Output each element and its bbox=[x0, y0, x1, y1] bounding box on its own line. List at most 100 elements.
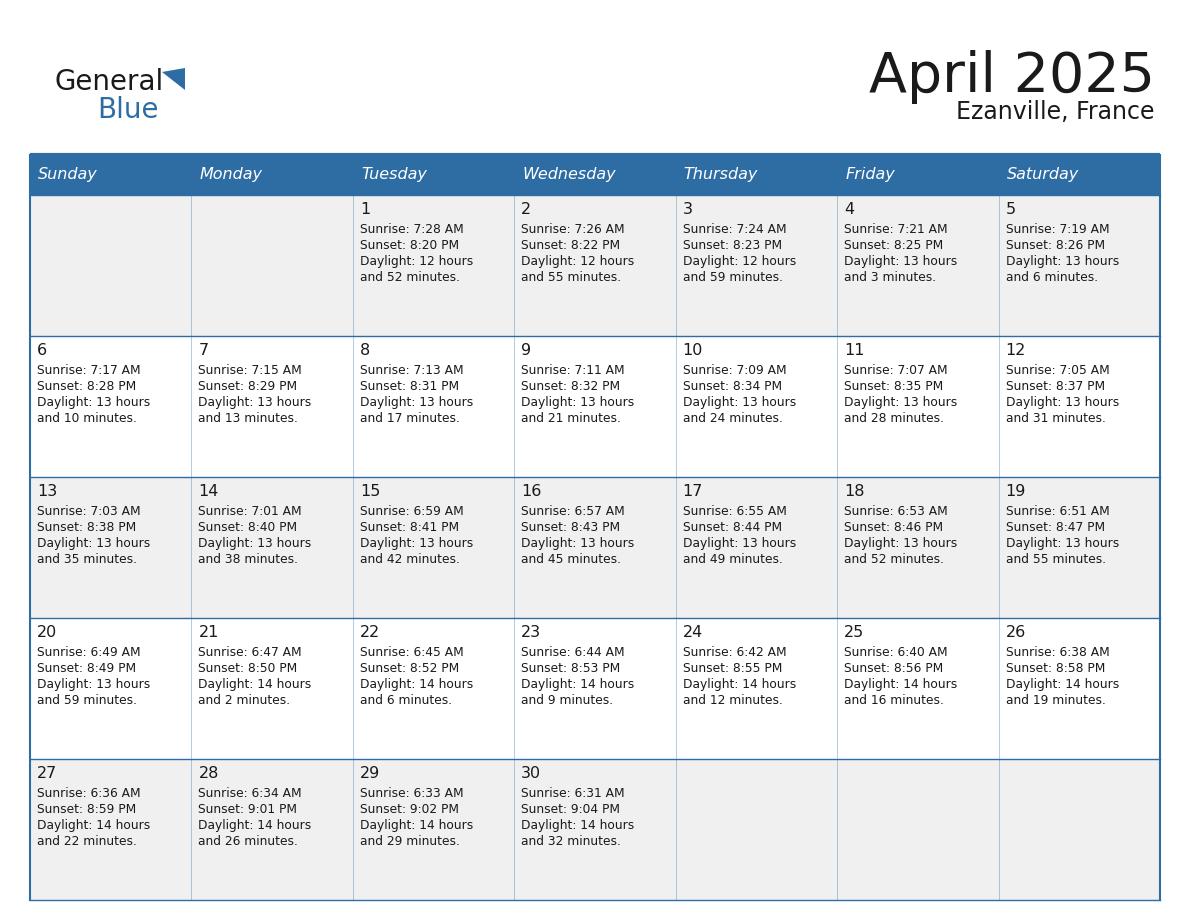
Text: Daylight: 13 hours: Daylight: 13 hours bbox=[360, 396, 473, 409]
Text: Sunset: 8:47 PM: Sunset: 8:47 PM bbox=[1005, 521, 1105, 534]
Bar bbox=[838, 195, 999, 336]
Bar bbox=[191, 759, 353, 900]
Text: Daylight: 13 hours: Daylight: 13 hours bbox=[360, 537, 473, 550]
Text: Sunrise: 6:42 AM: Sunrise: 6:42 AM bbox=[683, 646, 786, 659]
Text: and 6 minutes.: and 6 minutes. bbox=[360, 694, 451, 707]
Text: Sunrise: 7:07 AM: Sunrise: 7:07 AM bbox=[845, 364, 948, 377]
Text: Daylight: 13 hours: Daylight: 13 hours bbox=[37, 396, 150, 409]
Text: Sunrise: 7:19 AM: Sunrise: 7:19 AM bbox=[1005, 223, 1110, 236]
Text: Sunrise: 6:51 AM: Sunrise: 6:51 AM bbox=[1005, 505, 1110, 518]
Bar bbox=[676, 195, 838, 336]
Bar bbox=[514, 195, 676, 336]
Text: Daylight: 13 hours: Daylight: 13 hours bbox=[1005, 396, 1119, 409]
Text: Sunday: Sunday bbox=[38, 167, 97, 183]
Bar bbox=[30, 618, 191, 759]
Bar bbox=[999, 759, 1159, 900]
Text: 13: 13 bbox=[37, 484, 57, 499]
Text: and 59 minutes.: and 59 minutes. bbox=[37, 694, 137, 707]
Text: Sunset: 8:59 PM: Sunset: 8:59 PM bbox=[37, 803, 137, 816]
Text: Sunrise: 6:36 AM: Sunrise: 6:36 AM bbox=[37, 787, 140, 800]
Bar bbox=[514, 618, 676, 759]
Text: Sunset: 8:22 PM: Sunset: 8:22 PM bbox=[522, 239, 620, 252]
Text: Sunset: 9:01 PM: Sunset: 9:01 PM bbox=[198, 803, 297, 816]
Text: Sunset: 8:53 PM: Sunset: 8:53 PM bbox=[522, 662, 620, 675]
Text: Sunset: 8:31 PM: Sunset: 8:31 PM bbox=[360, 380, 459, 393]
Text: and 59 minutes.: and 59 minutes. bbox=[683, 271, 783, 284]
Text: Daylight: 13 hours: Daylight: 13 hours bbox=[845, 255, 958, 268]
Bar bbox=[353, 477, 514, 618]
Text: Sunrise: 6:31 AM: Sunrise: 6:31 AM bbox=[522, 787, 625, 800]
Bar bbox=[30, 759, 191, 900]
Text: Daylight: 12 hours: Daylight: 12 hours bbox=[360, 255, 473, 268]
Text: Daylight: 13 hours: Daylight: 13 hours bbox=[1005, 255, 1119, 268]
Text: Daylight: 14 hours: Daylight: 14 hours bbox=[360, 678, 473, 691]
Bar bbox=[353, 759, 514, 900]
Text: 28: 28 bbox=[198, 766, 219, 781]
Text: Sunset: 8:37 PM: Sunset: 8:37 PM bbox=[1005, 380, 1105, 393]
Bar bbox=[353, 155, 514, 195]
Text: Daylight: 14 hours: Daylight: 14 hours bbox=[198, 819, 311, 832]
Text: 6: 6 bbox=[37, 343, 48, 358]
Text: Daylight: 14 hours: Daylight: 14 hours bbox=[198, 678, 311, 691]
Text: Daylight: 14 hours: Daylight: 14 hours bbox=[37, 819, 150, 832]
Text: Blue: Blue bbox=[97, 96, 158, 124]
Text: Daylight: 14 hours: Daylight: 14 hours bbox=[845, 678, 958, 691]
Text: 7: 7 bbox=[198, 343, 209, 358]
Bar bbox=[838, 477, 999, 618]
Text: and 22 minutes.: and 22 minutes. bbox=[37, 835, 137, 848]
Text: Daylight: 13 hours: Daylight: 13 hours bbox=[37, 678, 150, 691]
Text: Sunset: 8:29 PM: Sunset: 8:29 PM bbox=[198, 380, 297, 393]
Text: and 12 minutes.: and 12 minutes. bbox=[683, 694, 783, 707]
Bar bbox=[191, 477, 353, 618]
Text: 1: 1 bbox=[360, 202, 371, 217]
Text: Daylight: 13 hours: Daylight: 13 hours bbox=[845, 537, 958, 550]
Text: Sunrise: 7:11 AM: Sunrise: 7:11 AM bbox=[522, 364, 625, 377]
Text: and 13 minutes.: and 13 minutes. bbox=[198, 412, 298, 425]
Bar bbox=[676, 477, 838, 618]
Text: and 55 minutes.: and 55 minutes. bbox=[522, 271, 621, 284]
Text: Sunrise: 7:24 AM: Sunrise: 7:24 AM bbox=[683, 223, 786, 236]
Text: Daylight: 13 hours: Daylight: 13 hours bbox=[845, 396, 958, 409]
Text: and 24 minutes.: and 24 minutes. bbox=[683, 412, 783, 425]
Text: 16: 16 bbox=[522, 484, 542, 499]
Text: Daylight: 14 hours: Daylight: 14 hours bbox=[1005, 678, 1119, 691]
Text: General: General bbox=[55, 68, 164, 96]
Text: Daylight: 14 hours: Daylight: 14 hours bbox=[522, 678, 634, 691]
Text: Daylight: 13 hours: Daylight: 13 hours bbox=[198, 396, 311, 409]
Text: Sunrise: 7:01 AM: Sunrise: 7:01 AM bbox=[198, 505, 302, 518]
Text: and 32 minutes.: and 32 minutes. bbox=[522, 835, 621, 848]
Bar bbox=[999, 618, 1159, 759]
Text: Sunrise: 7:03 AM: Sunrise: 7:03 AM bbox=[37, 505, 140, 518]
Text: Daylight: 13 hours: Daylight: 13 hours bbox=[198, 537, 311, 550]
Bar bbox=[514, 477, 676, 618]
Text: Sunset: 8:38 PM: Sunset: 8:38 PM bbox=[37, 521, 137, 534]
Text: and 9 minutes.: and 9 minutes. bbox=[522, 694, 613, 707]
Bar bbox=[676, 336, 838, 477]
Bar bbox=[676, 618, 838, 759]
Bar bbox=[191, 155, 353, 195]
Text: Sunrise: 6:38 AM: Sunrise: 6:38 AM bbox=[1005, 646, 1110, 659]
Text: Sunset: 8:46 PM: Sunset: 8:46 PM bbox=[845, 521, 943, 534]
Text: and 49 minutes.: and 49 minutes. bbox=[683, 553, 783, 566]
Text: 10: 10 bbox=[683, 343, 703, 358]
Bar bbox=[514, 759, 676, 900]
Text: Daylight: 13 hours: Daylight: 13 hours bbox=[683, 537, 796, 550]
Text: and 2 minutes.: and 2 minutes. bbox=[198, 694, 291, 707]
Text: Sunset: 9:04 PM: Sunset: 9:04 PM bbox=[522, 803, 620, 816]
Text: 24: 24 bbox=[683, 625, 703, 640]
Text: Sunset: 8:35 PM: Sunset: 8:35 PM bbox=[845, 380, 943, 393]
Text: Sunset: 8:25 PM: Sunset: 8:25 PM bbox=[845, 239, 943, 252]
Text: Sunset: 8:56 PM: Sunset: 8:56 PM bbox=[845, 662, 943, 675]
Text: Sunset: 8:41 PM: Sunset: 8:41 PM bbox=[360, 521, 459, 534]
Text: Sunrise: 6:40 AM: Sunrise: 6:40 AM bbox=[845, 646, 948, 659]
Text: Sunset: 8:43 PM: Sunset: 8:43 PM bbox=[522, 521, 620, 534]
Text: Sunset: 8:44 PM: Sunset: 8:44 PM bbox=[683, 521, 782, 534]
Text: and 38 minutes.: and 38 minutes. bbox=[198, 553, 298, 566]
Text: and 21 minutes.: and 21 minutes. bbox=[522, 412, 621, 425]
Text: 26: 26 bbox=[1005, 625, 1025, 640]
Bar bbox=[999, 195, 1159, 336]
Text: Ezanville, France: Ezanville, France bbox=[956, 100, 1155, 124]
Text: 4: 4 bbox=[845, 202, 854, 217]
Text: Sunrise: 6:53 AM: Sunrise: 6:53 AM bbox=[845, 505, 948, 518]
Text: Sunset: 8:32 PM: Sunset: 8:32 PM bbox=[522, 380, 620, 393]
